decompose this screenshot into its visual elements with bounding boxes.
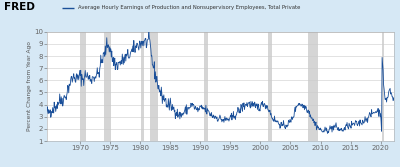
- Bar: [150, 32, 158, 141]
- Bar: [268, 32, 272, 141]
- Bar: [204, 32, 208, 141]
- Text: FRED: FRED: [4, 2, 35, 12]
- Bar: [308, 32, 318, 141]
- Text: Average Hourly Earnings of Production and Nonsupervisory Employees, Total Privat: Average Hourly Earnings of Production an…: [78, 5, 300, 10]
- Bar: [382, 32, 384, 141]
- Bar: [80, 32, 86, 141]
- Bar: [141, 32, 144, 141]
- Y-axis label: Percent Change from Year Ago: Percent Change from Year Ago: [27, 41, 32, 131]
- Bar: [104, 32, 111, 141]
